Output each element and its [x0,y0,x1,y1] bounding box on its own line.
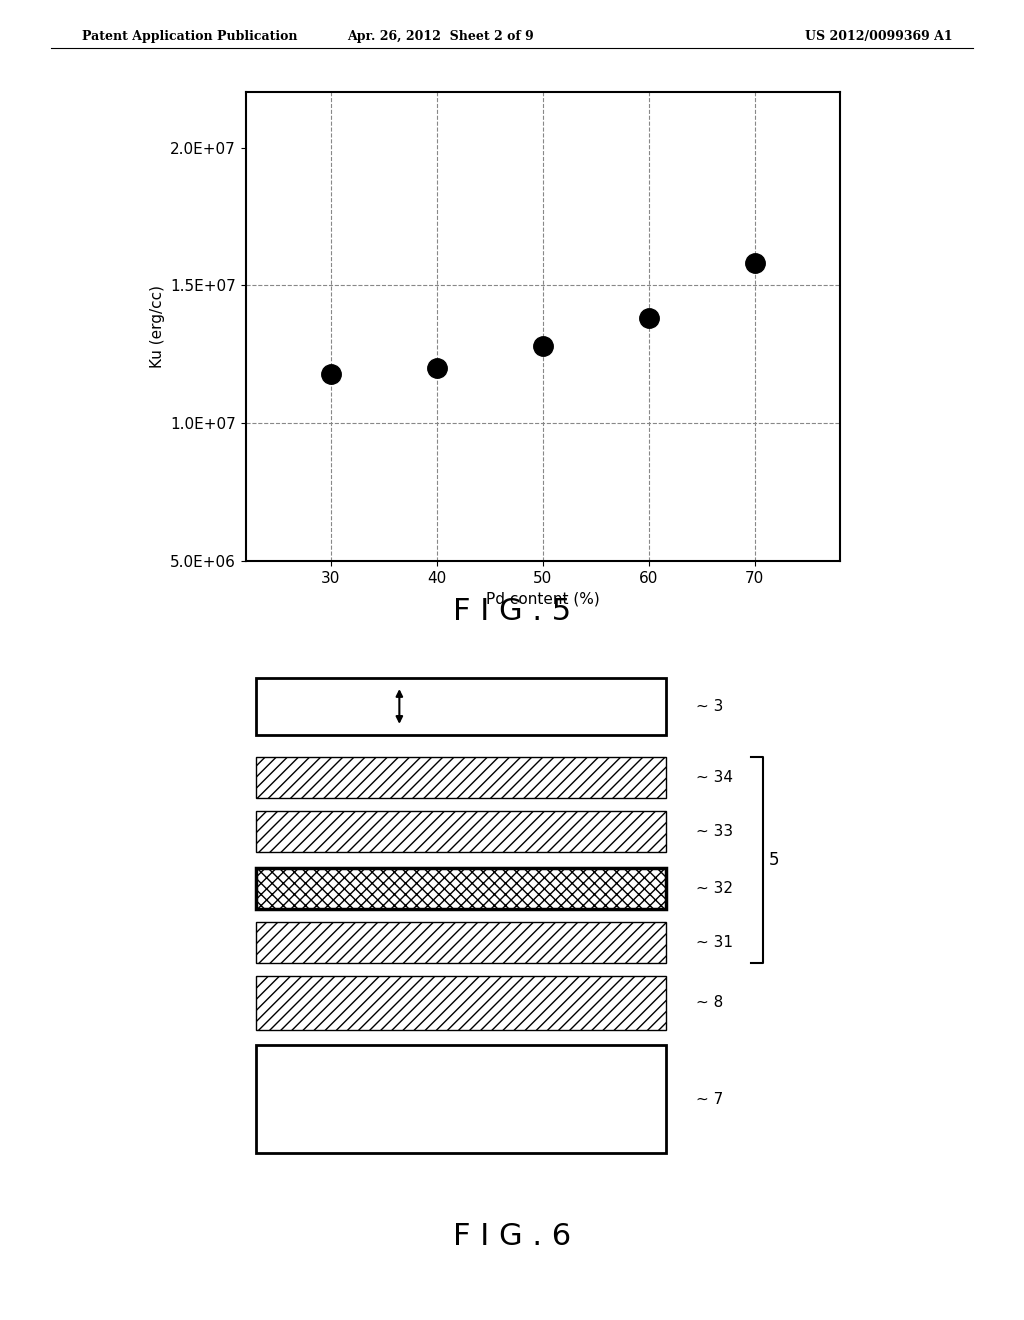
Bar [256,921,666,964]
Text: 5: 5 [769,851,779,869]
Bar [256,869,666,909]
Text: ∼ 32: ∼ 32 [696,882,733,896]
Text: Apr. 26, 2012  Sheet 2 of 9: Apr. 26, 2012 Sheet 2 of 9 [347,30,534,44]
X-axis label: Pd content (%): Pd content (%) [485,591,600,606]
Bar [256,758,666,799]
Text: ∼ 3: ∼ 3 [696,700,724,714]
Text: ∼ 34: ∼ 34 [696,771,733,785]
Text: Patent Application Publication: Patent Application Publication [82,30,297,44]
Bar [256,810,666,853]
Bar [256,1045,666,1154]
Text: ∼ 33: ∼ 33 [696,824,733,840]
Point [746,252,763,273]
Text: F I G . 6: F I G . 6 [453,1222,571,1251]
Point [428,358,444,379]
Point [323,363,339,384]
Bar [256,975,666,1030]
Bar [256,678,666,735]
Point [535,335,551,356]
Text: ∼ 8: ∼ 8 [696,995,724,1010]
Text: F I G . 5: F I G . 5 [453,597,571,626]
Text: US 2012/0099369 A1: US 2012/0099369 A1 [805,30,952,44]
Text: ∼ 7: ∼ 7 [696,1092,724,1106]
Point [641,308,657,329]
Text: ∼ 31: ∼ 31 [696,935,733,950]
Y-axis label: Ku (erg/cc): Ku (erg/cc) [150,285,165,368]
